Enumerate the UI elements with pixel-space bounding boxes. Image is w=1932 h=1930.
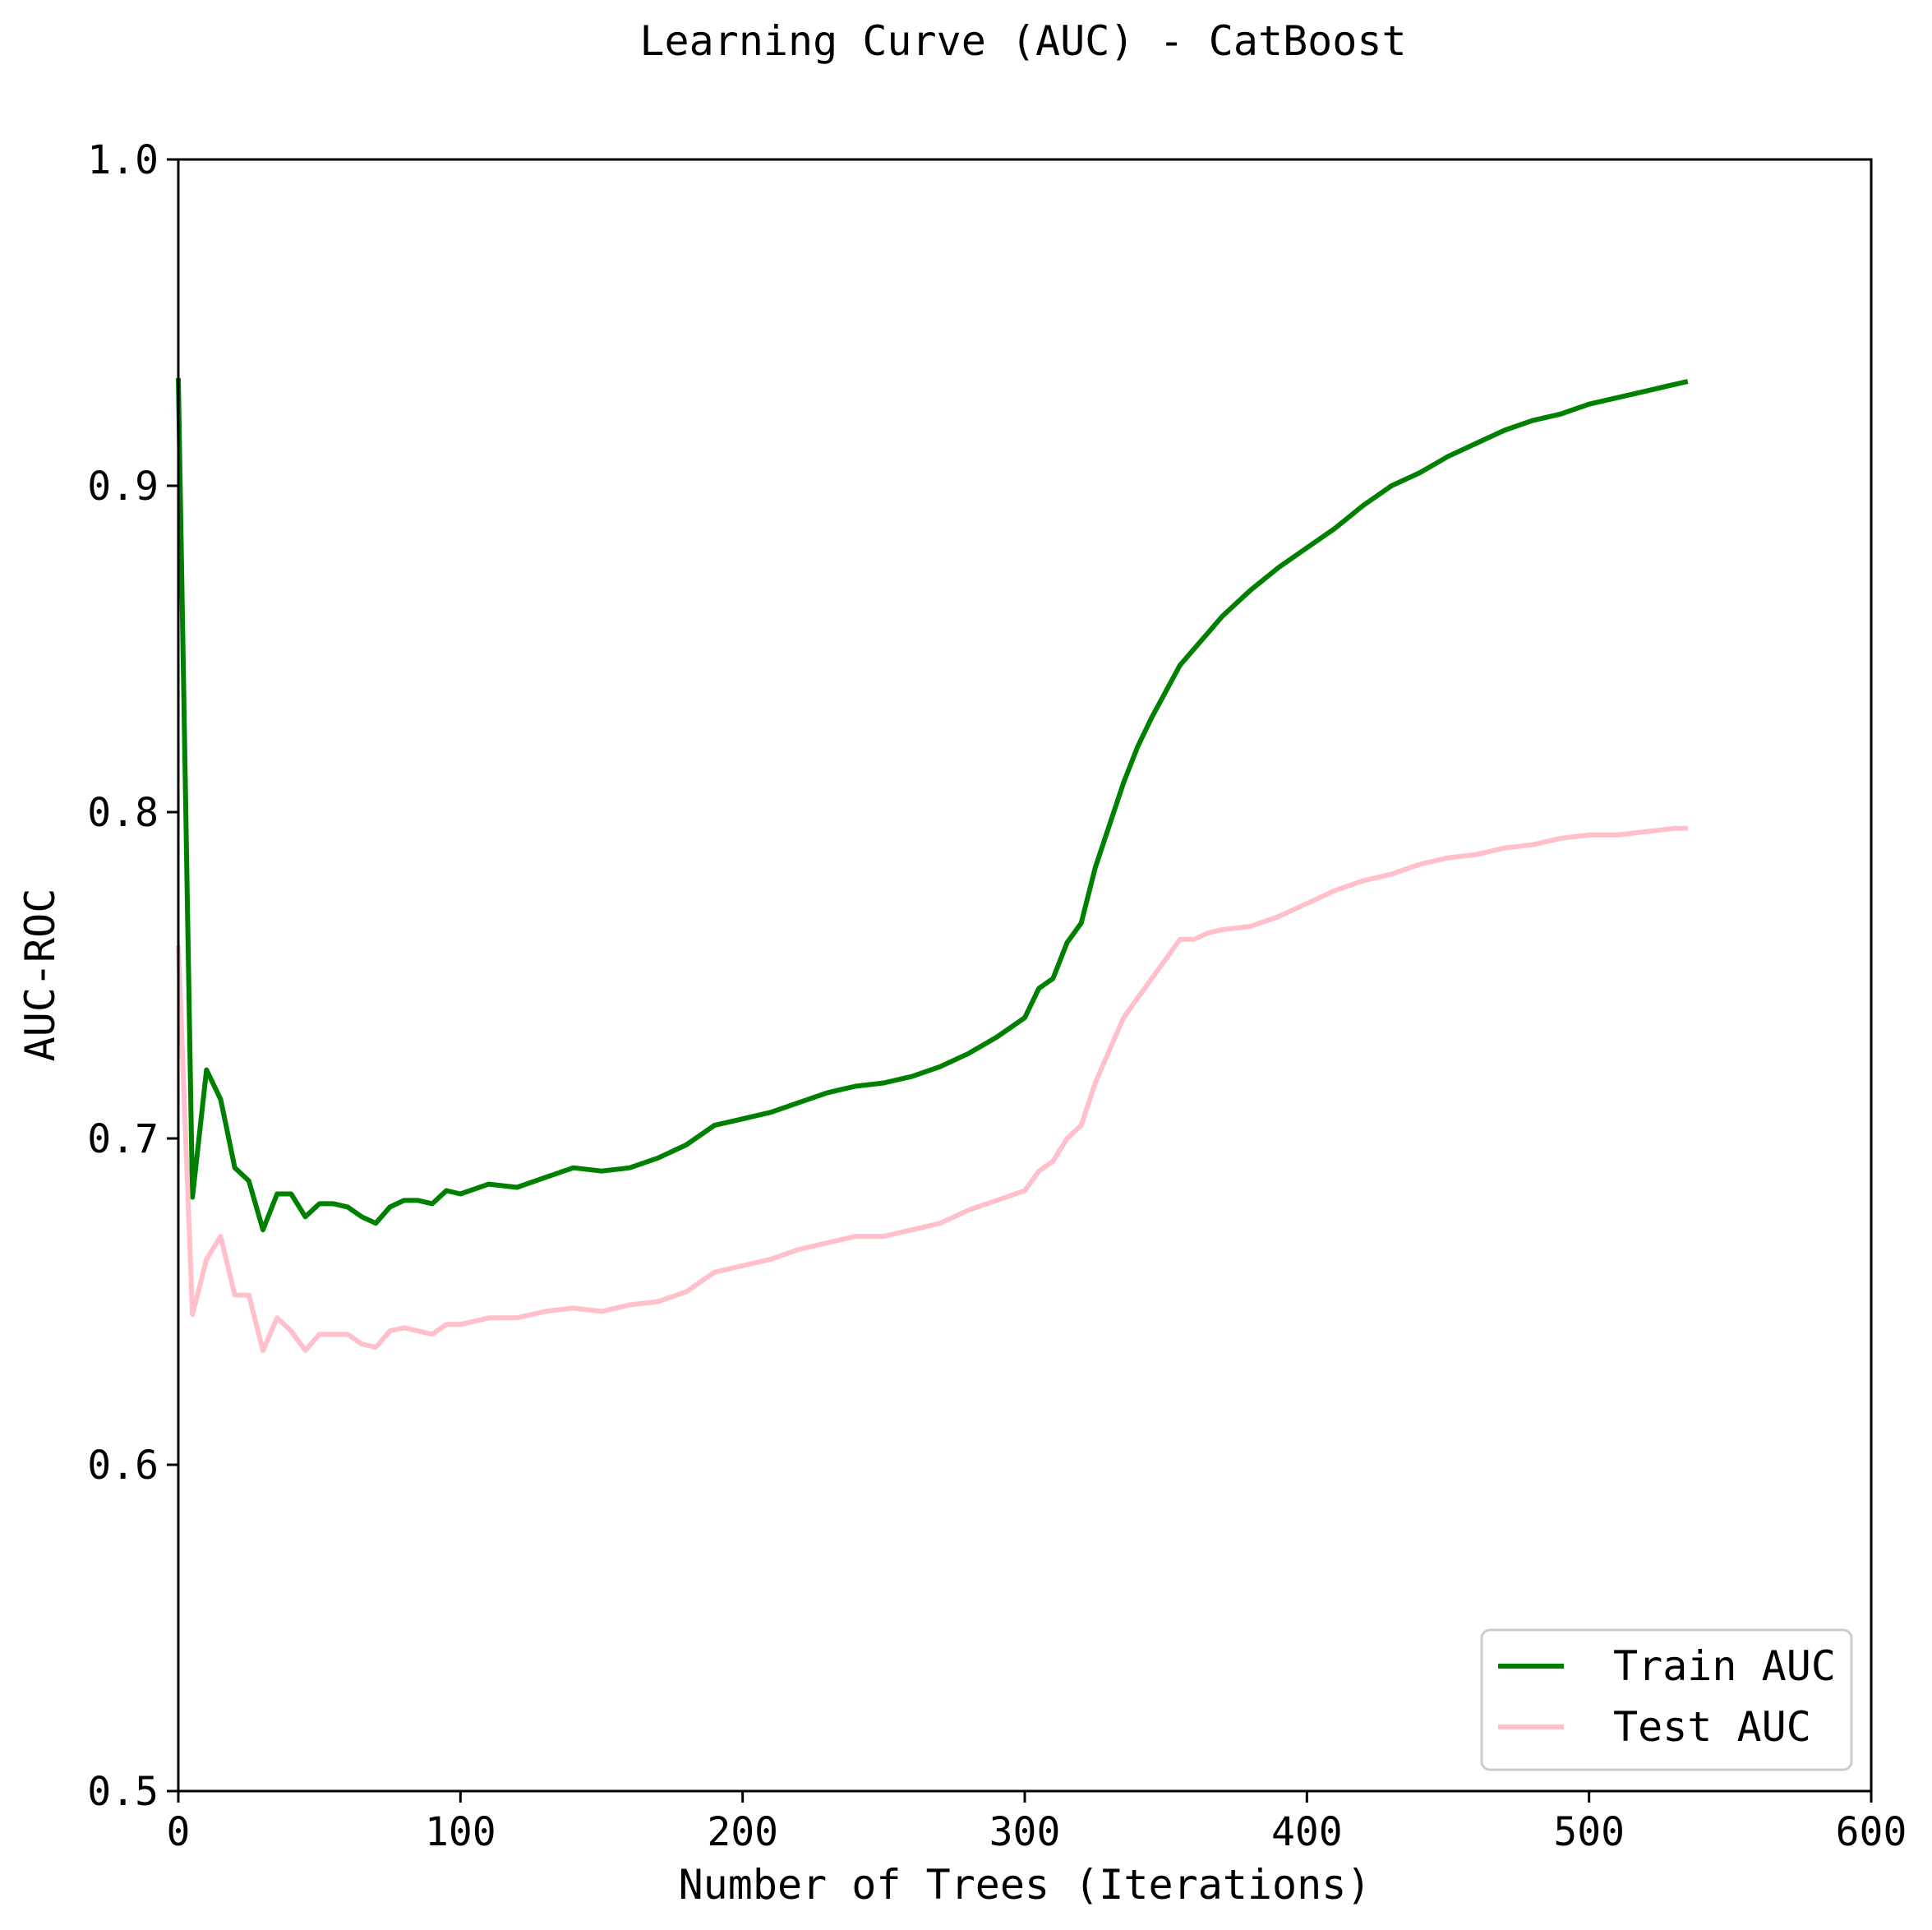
x-tick-label: 300 [989,1809,1061,1855]
y-tick-label: 0.5 [87,1769,159,1815]
x-tick-label: 600 [1836,1809,1907,1855]
x-axis-ticks: 0 100 200 300 400 500 600 [167,1791,1907,1855]
y-tick-label: 0.9 [87,464,159,510]
series-layer [176,377,1689,1353]
x-tick-label: 200 [707,1809,778,1855]
chart-title: Learning Curve (AUC) - CatBoost [639,17,1406,65]
legend-box [1480,1628,1853,1771]
y-tick-label: 0.7 [87,1116,159,1162]
y-axis-label: AUC-ROC [16,889,64,1062]
series-line-test-auc [176,825,1688,1353]
x-axis-label: Number of Trees (Iterations) [679,1861,1372,1909]
series-line-train-auc [176,377,1689,1233]
legend: Train AUC Test AUC [1480,1628,1853,1771]
y-tick-label: 1.0 [87,137,159,183]
x-tick-label: 0 [167,1809,191,1855]
y-tick-label: 0.8 [87,790,159,836]
legend-label-train-auc: Train AUC [1613,1642,1836,1690]
x-tick-label: 500 [1553,1809,1625,1855]
y-tick-label: 0.6 [87,1443,159,1489]
x-tick-label: 400 [1271,1809,1343,1855]
x-tick-label: 100 [425,1809,496,1855]
legend-label-test-auc: Test AUC [1613,1703,1811,1751]
y-axis-ticks: 0.5 0.6 0.7 0.8 0.9 1.0 [87,137,178,1815]
